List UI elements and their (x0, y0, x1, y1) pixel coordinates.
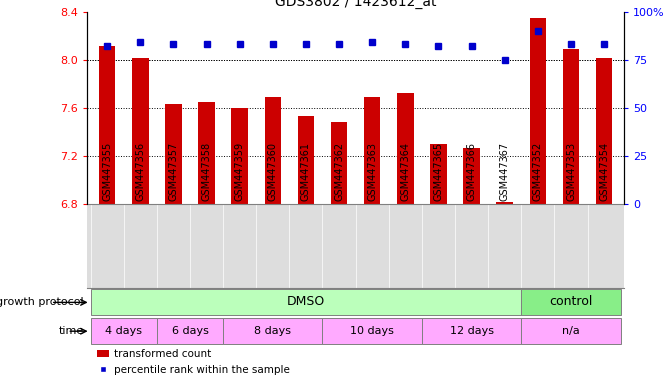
Text: time: time (58, 326, 84, 336)
Text: DMSO: DMSO (287, 295, 325, 308)
Bar (323, 318, 422, 344)
Bar (165, 104, 182, 204)
Text: 6 days: 6 days (172, 326, 209, 336)
Bar (198, 101, 215, 204)
Bar (430, 144, 447, 204)
Bar (521, 290, 621, 315)
Bar (521, 318, 621, 344)
Text: 4 days: 4 days (105, 326, 142, 336)
Bar (132, 58, 148, 204)
Text: growth protocol: growth protocol (0, 297, 84, 308)
Bar (397, 93, 413, 204)
Legend: transformed count, percentile rank within the sample: transformed count, percentile rank withi… (93, 345, 295, 379)
Bar (331, 122, 348, 204)
Text: control: control (550, 295, 592, 308)
Bar (497, 202, 513, 204)
Text: 12 days: 12 days (450, 326, 494, 336)
Bar (91, 318, 157, 344)
Bar (157, 318, 223, 344)
Bar (223, 318, 323, 344)
Text: n/a: n/a (562, 326, 580, 336)
Bar (563, 49, 579, 204)
Bar (596, 58, 613, 204)
Bar (264, 97, 281, 204)
Bar (529, 18, 546, 204)
Bar (463, 148, 480, 204)
Text: 10 days: 10 days (350, 326, 394, 336)
Bar (298, 116, 314, 204)
Bar (364, 97, 380, 204)
Bar (422, 318, 521, 344)
Text: 8 days: 8 days (254, 326, 291, 336)
Bar (231, 108, 248, 204)
Bar (91, 290, 521, 315)
Bar (99, 46, 115, 204)
Title: GDS3802 / 1423612_at: GDS3802 / 1423612_at (275, 0, 436, 9)
